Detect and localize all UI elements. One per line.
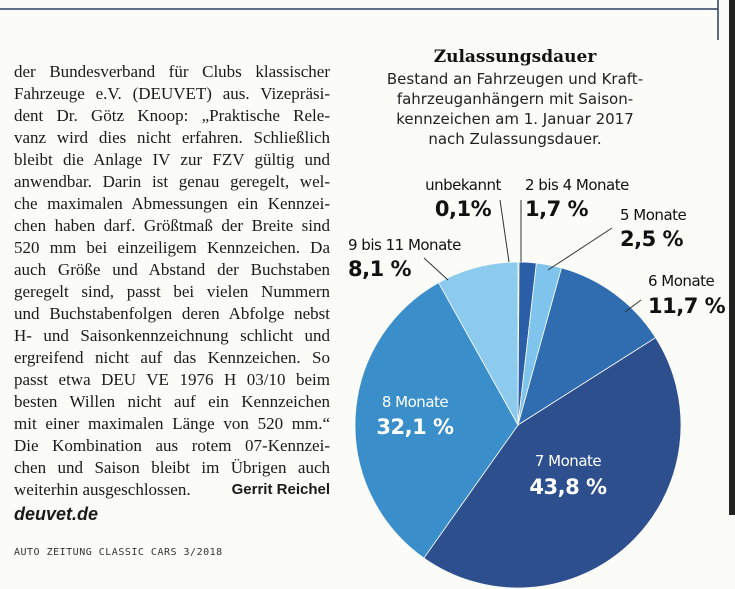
value-label: 8,1 %	[348, 257, 412, 281]
value-label: 2,5 %	[620, 227, 684, 251]
text-line-end: weiterhin ausgeschlossen.	[14, 480, 191, 499]
author: Gerrit Reichel	[231, 481, 330, 498]
text-line: auch Größe und Abstand der Buchstaben	[14, 260, 330, 279]
text-line: chen haben darf. Größtmaß der Breite sin…	[14, 216, 330, 235]
text-line: vanz wird dies nicht erfahren. Schließli…	[14, 128, 330, 147]
text-line: bleibt die Anlage IV zur FZV gültig und	[14, 150, 330, 169]
footer: AUTO ZEITUNG CLASSIC CARS 3/2018	[14, 547, 223, 558]
leader-line	[423, 257, 449, 281]
text-line: geregelt sind, passt bei vielen Nummern	[14, 282, 330, 301]
text-line: weiterhin ausgeschlossen. Gerrit Reichel	[14, 479, 330, 501]
source: deuvet.de	[14, 504, 99, 524]
text-line: anwendbar. Darin ist genau geregelt, wel…	[14, 172, 330, 191]
text-line: besten Willen nicht auf ein Kennzeichen	[14, 392, 330, 411]
pie-slice	[438, 261, 519, 427]
article: der Bundesverband für Clubs klassischer F…	[14, 61, 330, 527]
value-label: 1,7 %	[525, 197, 589, 221]
text-line: ergreifend nicht auf das Kennzeichen. So	[14, 348, 330, 367]
text-line: und Buchstabenfolgen deren Abfolge nebst	[14, 304, 330, 323]
text-line: dent Dr. Götz Knoop: „Praktische Rele-	[14, 106, 330, 125]
slice-label: 8 Monate	[382, 393, 449, 411]
text-line: Fahrzeuge e.V. (DEUVET) aus. Vizepräsi-	[14, 84, 330, 103]
text-line: chen und Saison bleibt im Übrigen auch	[14, 458, 330, 477]
slice-label: 6 Monate	[648, 272, 715, 290]
slice-label: 7 Monate	[535, 452, 602, 470]
page-edge	[729, 0, 735, 515]
leader-line	[624, 299, 642, 313]
text-line: der Bundesverband für Clubs klassischer	[14, 62, 330, 81]
value-label: 11,7 %	[648, 294, 726, 318]
value-label: 43,8 %	[529, 475, 607, 499]
text-line: passt etwa DEU VE 1976 H 03/10 beim	[14, 370, 330, 389]
value-label: 0,1%	[435, 197, 492, 221]
pie-slice	[354, 282, 519, 559]
text-line: 520 mm bei einzeiligem Kennzeichen. Da	[14, 238, 330, 257]
chart-subtitle: nach Zulassungsdauer.	[428, 130, 601, 148]
slice-label: unbekannt	[425, 176, 501, 194]
chart-subtitle: fahrzeuganhängern mit Saison-	[397, 90, 633, 108]
chart-subtitle: Bestand an Fahrzeugen und Kraft-	[387, 70, 643, 88]
text-line: Die Kombination aus rotem 07-Kennzei-	[14, 436, 330, 455]
slice-label: 9 bis 11 Monate	[348, 236, 461, 254]
slice-label: 5 Monate	[620, 206, 687, 224]
pie-slice	[423, 337, 682, 589]
pie-slice	[517, 267, 657, 426]
chart-subtitle: kennzeichen am 1. Januar 2017	[396, 110, 634, 128]
chart-title: Zulassungsdauer	[434, 47, 598, 67]
value-label: 32,1 %	[376, 415, 454, 439]
leader-line	[547, 227, 613, 271]
text-line: che maximalen Abmessungen ein Kennzei-	[14, 194, 330, 213]
leader-line	[499, 199, 510, 263]
slice-label: 2 bis 4 Monate	[525, 176, 629, 194]
text-line: mit einer maximalen Länge von 520 mm.“	[14, 414, 330, 433]
text-line: H- und Saisonkennzeichnung schlicht und	[14, 326, 330, 345]
